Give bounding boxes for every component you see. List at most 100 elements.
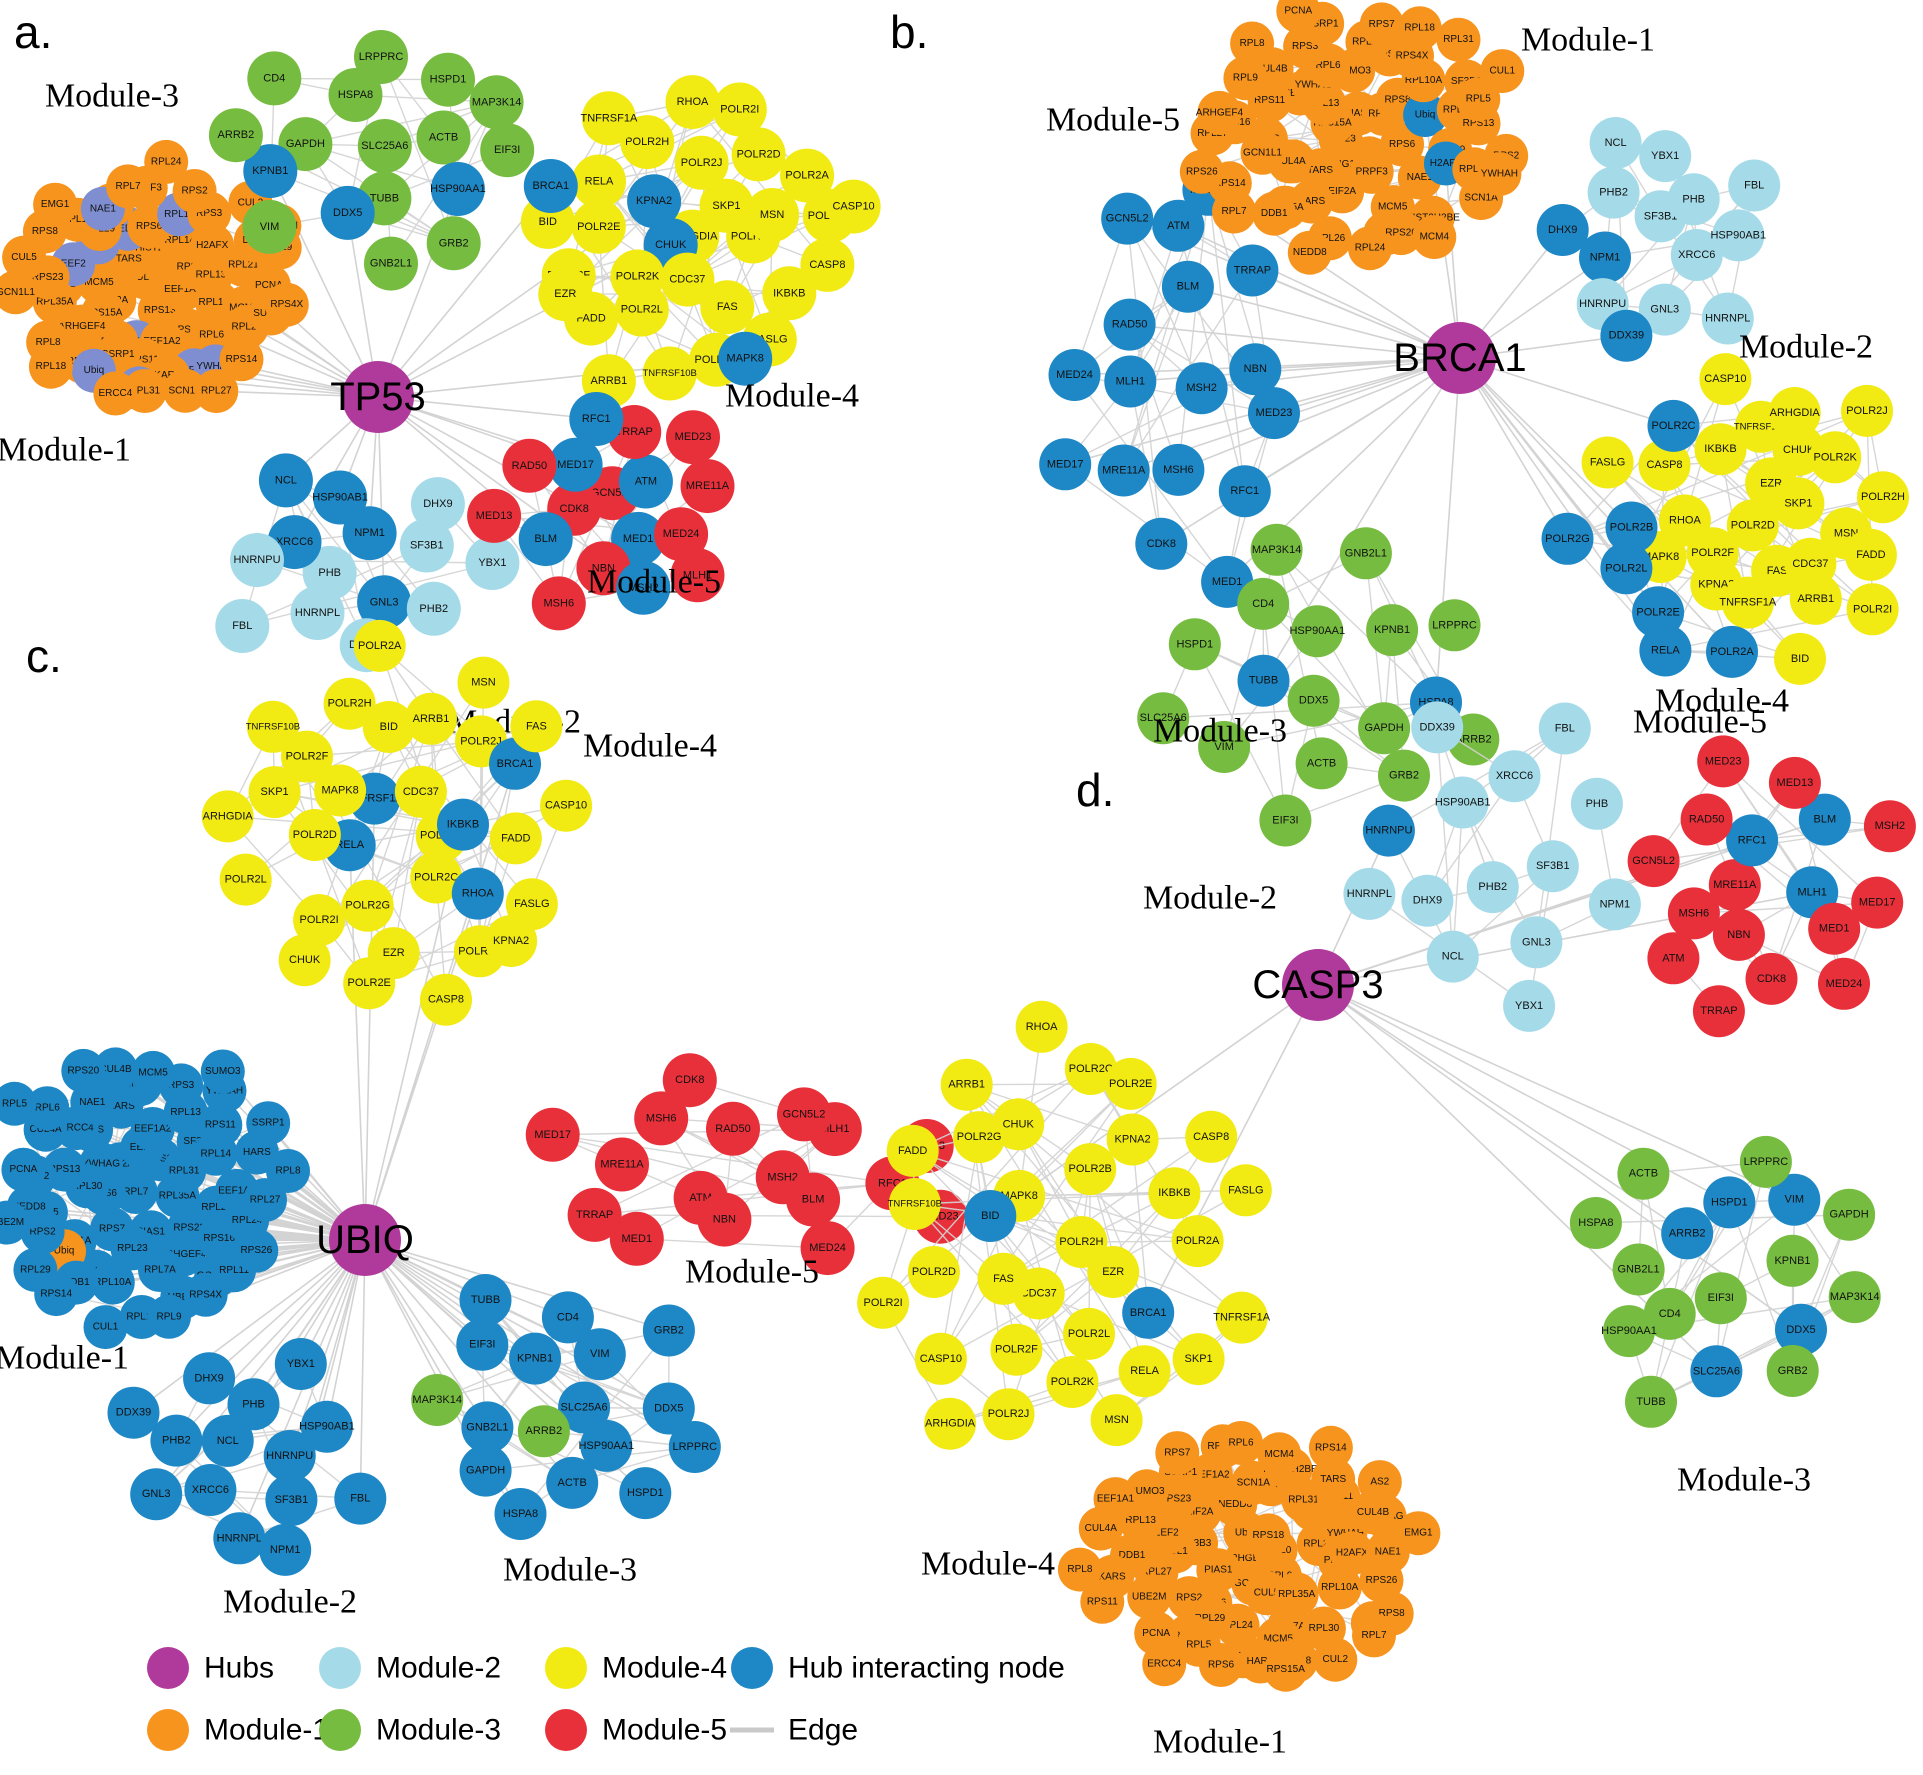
node-CASP8[interactable]: CASP8	[800, 237, 855, 292]
node-DHX9[interactable]: DHX9	[183, 1352, 236, 1405]
node-TNFRSF10B[interactable]: TNFRSF10B	[643, 346, 697, 401]
node-ARRB2[interactable]: ARRB2	[1661, 1207, 1714, 1260]
node-RHOA[interactable]: RHOA	[451, 867, 504, 920]
node-VIM[interactable]: VIM	[573, 1328, 626, 1381]
node-EZR[interactable]: EZR	[1087, 1246, 1140, 1298]
node-MED24[interactable]: MED24	[800, 1221, 855, 1276]
node-RPL24[interactable]: RPL24	[144, 139, 189, 184]
node-POLR2F[interactable]: POLR2F	[990, 1323, 1043, 1376]
node-SLC25A6[interactable]: SLC25A6	[1690, 1345, 1743, 1398]
node-KPNB1[interactable]: KPNB1	[243, 144, 298, 199]
node-POLR2D[interactable]: POLR2D	[907, 1246, 960, 1298]
node-NBN[interactable]: NBN	[1229, 343, 1282, 396]
node-MED23[interactable]: MED23	[1697, 735, 1750, 788]
node-POLR2J[interactable]: POLR2J	[674, 135, 729, 190]
node-YBX1[interactable]: YBX1	[274, 1338, 327, 1390]
node-RAD50[interactable]: RAD50	[502, 438, 557, 493]
node-POLR2J[interactable]: POLR2J	[982, 1388, 1035, 1441]
node-KPNA2[interactable]: KPNA2	[1106, 1113, 1159, 1166]
node-ACTB[interactable]: ACTB	[1295, 737, 1348, 790]
node-MCM4[interactable]: MCM4	[1257, 1432, 1302, 1477]
node-RPL27[interactable]: RPL27	[194, 369, 239, 414]
node-MED24[interactable]: MED24	[1818, 957, 1870, 1010]
node-HNRNPL[interactable]: HNRNPL	[213, 1512, 266, 1565]
node-BLM[interactable]: BLM	[1798, 793, 1851, 846]
node-POLR2I[interactable]: POLR2I	[1846, 583, 1899, 636]
node-POLR2B[interactable]: POLR2B	[1064, 1143, 1117, 1196]
node-BID[interactable]: BID	[362, 701, 415, 753]
node-POLR2B[interactable]: POLR2B	[1605, 501, 1658, 554]
node-MED17[interactable]: MED17	[1039, 438, 1092, 491]
node-MSH2[interactable]: MSH2	[1175, 362, 1228, 415]
node-HNRNPU[interactable]: HNRNPU	[230, 533, 284, 587]
node-TUBB[interactable]: TUBB	[1625, 1375, 1677, 1428]
node-HSP90AB1[interactable]: HSP90AB1	[1710, 209, 1766, 262]
node-KPNA2[interactable]: KPNA2	[485, 915, 538, 967]
node-MED23[interactable]: MED23	[1248, 387, 1300, 440]
node-SF3B1[interactable]: SF3B1	[399, 518, 454, 573]
node-RPS15A[interactable]: RPS15A	[1263, 1647, 1308, 1692]
node-GRB2[interactable]: GRB2	[426, 216, 481, 271]
node-AS2[interactable]: AS2	[1357, 1460, 1402, 1505]
node-MRE11A[interactable]: MRE11A	[680, 459, 735, 514]
node-SLC25A6[interactable]: SLC25A6	[357, 119, 412, 173]
node-PHB2[interactable]: PHB2	[1466, 861, 1519, 914]
node-MAPK8[interactable]: MAPK8	[314, 764, 367, 817]
node-MED24[interactable]: MED24	[1048, 349, 1101, 401]
node-RPS6[interactable]: RPS6	[1199, 1643, 1243, 1687]
node-RPS14[interactable]: RPS14	[1308, 1425, 1353, 1470]
node-RHOA[interactable]: RHOA	[1015, 1000, 1068, 1053]
node-VIM[interactable]: VIM	[242, 199, 297, 254]
node-HSP90AA1[interactable]: HSP90AA1	[1289, 605, 1345, 658]
hub-brca1[interactable]: BRCA1	[1393, 322, 1527, 394]
node-ARHGDIA[interactable]: ARHGDIA	[201, 790, 254, 843]
node-RFC1[interactable]: RFC1	[569, 392, 624, 446]
node-POLR2H[interactable]: POLR2H	[323, 677, 376, 730]
node-IKBKB[interactable]: IKBKB	[762, 266, 817, 321]
node-BLM[interactable]: BLM	[1161, 260, 1214, 313]
node-RPL7[interactable]: RPL7	[106, 164, 150, 209]
node-POLR2G[interactable]: POLR2G	[953, 1111, 1006, 1164]
node-HSP90AA1[interactable]: HSP90AA1	[1601, 1305, 1657, 1358]
node-RPL18[interactable]: RPL18	[28, 344, 73, 389]
node-POLR2I[interactable]: POLR2I	[293, 894, 346, 947]
node-TARS[interactable]: TARS	[1311, 1457, 1356, 1502]
node-FADD[interactable]: FADD	[886, 1124, 939, 1177]
node-UBE2M[interactable]: UBE2M	[1127, 1575, 1172, 1620]
node-CD4[interactable]: CD4	[1643, 1287, 1696, 1340]
node-RPS4X[interactable]: RPS4X	[264, 282, 309, 327]
node-RPS7[interactable]: RPS7	[1359, 2, 1404, 47]
node-FASLG[interactable]: FASLG	[1219, 1164, 1272, 1217]
node-POLR2E[interactable]: POLR2E	[1104, 1057, 1157, 1110]
node-GCN1L1[interactable]: GCN1L1	[0, 270, 38, 315]
node-MAP3K14[interactable]: MAP3K14	[411, 1374, 464, 1426]
node-CHUK[interactable]: CHUK	[992, 1098, 1045, 1151]
node-IKBKB[interactable]: IKBKB	[437, 798, 489, 851]
node-CDC37[interactable]: CDC37	[394, 765, 447, 818]
node-EZR[interactable]: EZR	[538, 267, 593, 322]
node-DHX9[interactable]: DHX9	[410, 477, 465, 532]
node-FADD[interactable]: FADD	[1844, 528, 1897, 581]
node-CUL5[interactable]: CUL5	[2, 235, 47, 280]
node-RAD50[interactable]: RAD50	[706, 1101, 760, 1156]
node-RAD50[interactable]: RAD50	[1103, 298, 1156, 351]
node-MSH2[interactable]: MSH2	[616, 560, 671, 615]
node-RPL9[interactable]: RPL9	[147, 1294, 191, 1339]
node-TNFRSF1A[interactable]: TNFRSF1A	[1719, 576, 1777, 629]
node-PHB[interactable]: PHB	[227, 1378, 280, 1431]
node-MRE11A[interactable]: MRE11A	[595, 1137, 649, 1192]
node-MSH6[interactable]: MSH6	[1152, 443, 1205, 496]
node-TUBB[interactable]: TUBB	[459, 1274, 512, 1326]
node-MCM4[interactable]: MCM4	[1412, 215, 1457, 260]
node-RPS26[interactable]: RPS26	[1179, 149, 1224, 194]
node-PHB2[interactable]: PHB2	[1587, 166, 1640, 219]
node-FADD[interactable]: FADD	[489, 812, 542, 865]
node-BRCA1[interactable]: BRCA1	[1122, 1286, 1175, 1339]
node-EIF3I[interactable]: EIF3I	[480, 123, 535, 178]
hub-casp3[interactable]: CASP3	[1252, 949, 1384, 1021]
node-ARRB2[interactable]: ARRB2	[517, 1405, 570, 1458]
node-DDX5[interactable]: DDX5	[320, 185, 375, 240]
node-ACTB[interactable]: ACTB	[546, 1456, 599, 1509]
node-GNB2L1[interactable]: GNB2L1	[461, 1401, 514, 1454]
node-TNFRSF1A[interactable]: TNFRSF1A	[1213, 1291, 1271, 1344]
